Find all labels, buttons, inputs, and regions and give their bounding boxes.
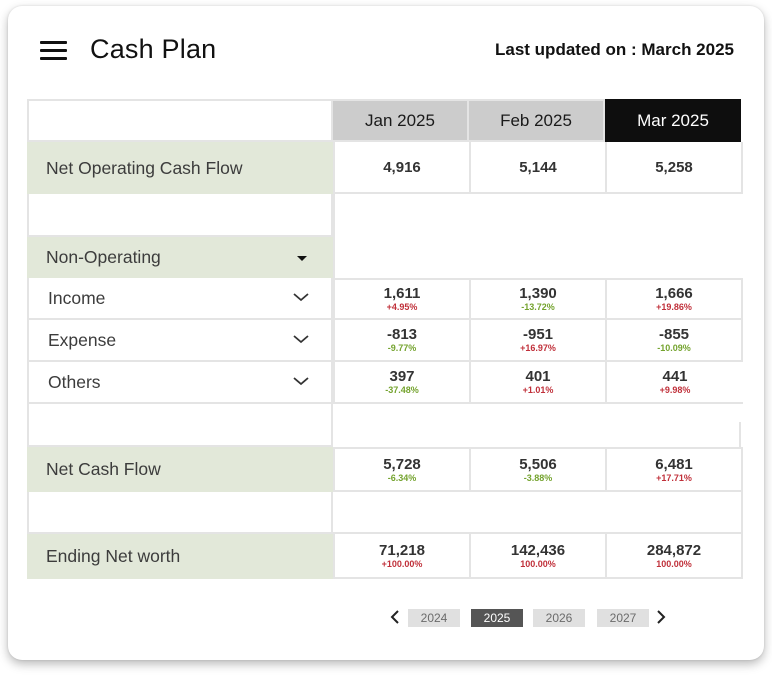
net-operating-mar: 5,258 bbox=[605, 142, 743, 194]
chevron-right-icon[interactable] bbox=[654, 609, 668, 625]
table-corner-cell bbox=[27, 99, 333, 142]
percent-change: -6.34% bbox=[387, 472, 417, 483]
ending-net-worth-mar: 284,872 100.00% bbox=[605, 534, 743, 579]
chevron-down-icon[interactable] bbox=[293, 293, 309, 302]
percent-change: -9.77% bbox=[387, 343, 417, 353]
value: 1,666 bbox=[655, 285, 693, 302]
value: 5,728 bbox=[383, 455, 421, 473]
cash-plan-card: Cash Plan Last updated on : March 2025 J… bbox=[8, 6, 764, 660]
value: 1,390 bbox=[519, 285, 557, 302]
spacer-cell bbox=[27, 404, 333, 447]
chevron-down-icon[interactable] bbox=[293, 335, 309, 344]
year-2025[interactable]: 2025 bbox=[471, 609, 523, 627]
others-mar: 441 +9.98% bbox=[605, 362, 743, 404]
income-feb: 1,390 -13.72% bbox=[469, 278, 605, 320]
percent-change: +9.98% bbox=[659, 385, 691, 395]
percent-change: +1.01% bbox=[522, 385, 554, 395]
value: 284,872 bbox=[646, 541, 702, 559]
non-operating-label: Non-Operating bbox=[46, 247, 161, 267]
net-operating-feb: 5,144 bbox=[469, 142, 605, 194]
expense-feb: -951 +16.97% bbox=[469, 320, 605, 362]
spacer-cell bbox=[27, 492, 333, 534]
value: -813 bbox=[386, 326, 418, 343]
ending-net-worth-jan: 71,218 +100.00% bbox=[333, 534, 469, 579]
value: 4,916 bbox=[383, 158, 421, 176]
page-title: Cash Plan bbox=[90, 34, 217, 64]
percent-change: +19.86% bbox=[656, 302, 692, 312]
year-2024[interactable]: 2024 bbox=[408, 609, 460, 627]
percent-change: -37.48% bbox=[385, 385, 419, 395]
percent-change: +17.71% bbox=[656, 472, 692, 483]
net-operating-jan: 4,916 bbox=[333, 142, 469, 194]
row-label-others[interactable]: Others bbox=[27, 362, 333, 404]
net-cash-flow-feb: 5,506 -3.88% bbox=[469, 447, 605, 492]
cash-plan-table: Jan 2025 Feb 2025 Mar 2025 Net Operating… bbox=[27, 99, 743, 579]
income-jan: 1,611 +4.95% bbox=[333, 278, 469, 320]
value: -951 bbox=[522, 326, 554, 343]
chevron-down-icon[interactable] bbox=[293, 377, 309, 386]
percent-change: +100.00% bbox=[381, 558, 423, 569]
month-header-feb[interactable]: Feb 2025 bbox=[469, 99, 605, 142]
month-header-mar[interactable]: Mar 2025 bbox=[605, 99, 741, 142]
expense-label: Expense bbox=[48, 329, 117, 350]
year-2026[interactable]: 2026 bbox=[533, 609, 585, 627]
percent-change: +4.95% bbox=[386, 302, 418, 312]
percent-change: +16.97% bbox=[520, 343, 556, 353]
income-mar: 1,666 +19.86% bbox=[605, 278, 743, 320]
value: 142,436 bbox=[510, 541, 566, 559]
last-updated-text: Last updated on : March 2025 bbox=[495, 40, 734, 59]
value: 5,506 bbox=[519, 455, 557, 473]
others-jan: 397 -37.48% bbox=[333, 362, 469, 404]
percent-change: 100.00% bbox=[520, 558, 556, 569]
value: 441 bbox=[662, 368, 688, 385]
chevron-left-icon[interactable] bbox=[388, 609, 402, 625]
net-cash-flow-mar: 6,481 +17.71% bbox=[605, 447, 743, 492]
row-label-ending-net-worth: Ending Net worth bbox=[27, 534, 333, 579]
percent-change: -3.88% bbox=[523, 472, 553, 483]
value: 5,258 bbox=[655, 158, 693, 176]
percent-change: 100.00% bbox=[656, 558, 692, 569]
expense-mar: -855 -10.09% bbox=[605, 320, 743, 362]
percent-change: -10.09% bbox=[657, 343, 691, 353]
caret-down-icon[interactable] bbox=[297, 255, 307, 261]
value: -855 bbox=[658, 326, 690, 343]
spacer-cell bbox=[333, 422, 741, 447]
divider bbox=[333, 194, 335, 278]
value: 397 bbox=[389, 368, 415, 385]
year-2027[interactable]: 2027 bbox=[597, 609, 649, 627]
value: 6,481 bbox=[655, 455, 693, 473]
value: 71,218 bbox=[379, 541, 425, 559]
others-label: Others bbox=[48, 371, 101, 392]
others-feb: 401 +1.01% bbox=[469, 362, 605, 404]
row-label-net-operating: Net Operating Cash Flow bbox=[27, 142, 333, 194]
row-label-non-operating[interactable]: Non-Operating bbox=[27, 237, 333, 278]
row-label-net-cash-flow: Net Cash Flow bbox=[27, 447, 333, 492]
value: 1,611 bbox=[383, 285, 421, 302]
menu-icon[interactable] bbox=[40, 40, 68, 62]
value: 5,144 bbox=[519, 158, 557, 176]
row-label-expense[interactable]: Expense bbox=[27, 320, 333, 362]
spacer-cell bbox=[333, 492, 743, 534]
net-cash-flow-jan: 5,728 -6.34% bbox=[333, 447, 469, 492]
value: 401 bbox=[525, 368, 551, 385]
expense-jan: -813 -9.77% bbox=[333, 320, 469, 362]
ending-net-worth-feb: 142,436 100.00% bbox=[469, 534, 605, 579]
month-header-jan[interactable]: Jan 2025 bbox=[333, 99, 469, 142]
income-label: Income bbox=[48, 287, 106, 308]
row-label-income[interactable]: Income bbox=[27, 278, 333, 320]
spacer-cell bbox=[27, 194, 333, 237]
percent-change: -13.72% bbox=[521, 302, 555, 312]
